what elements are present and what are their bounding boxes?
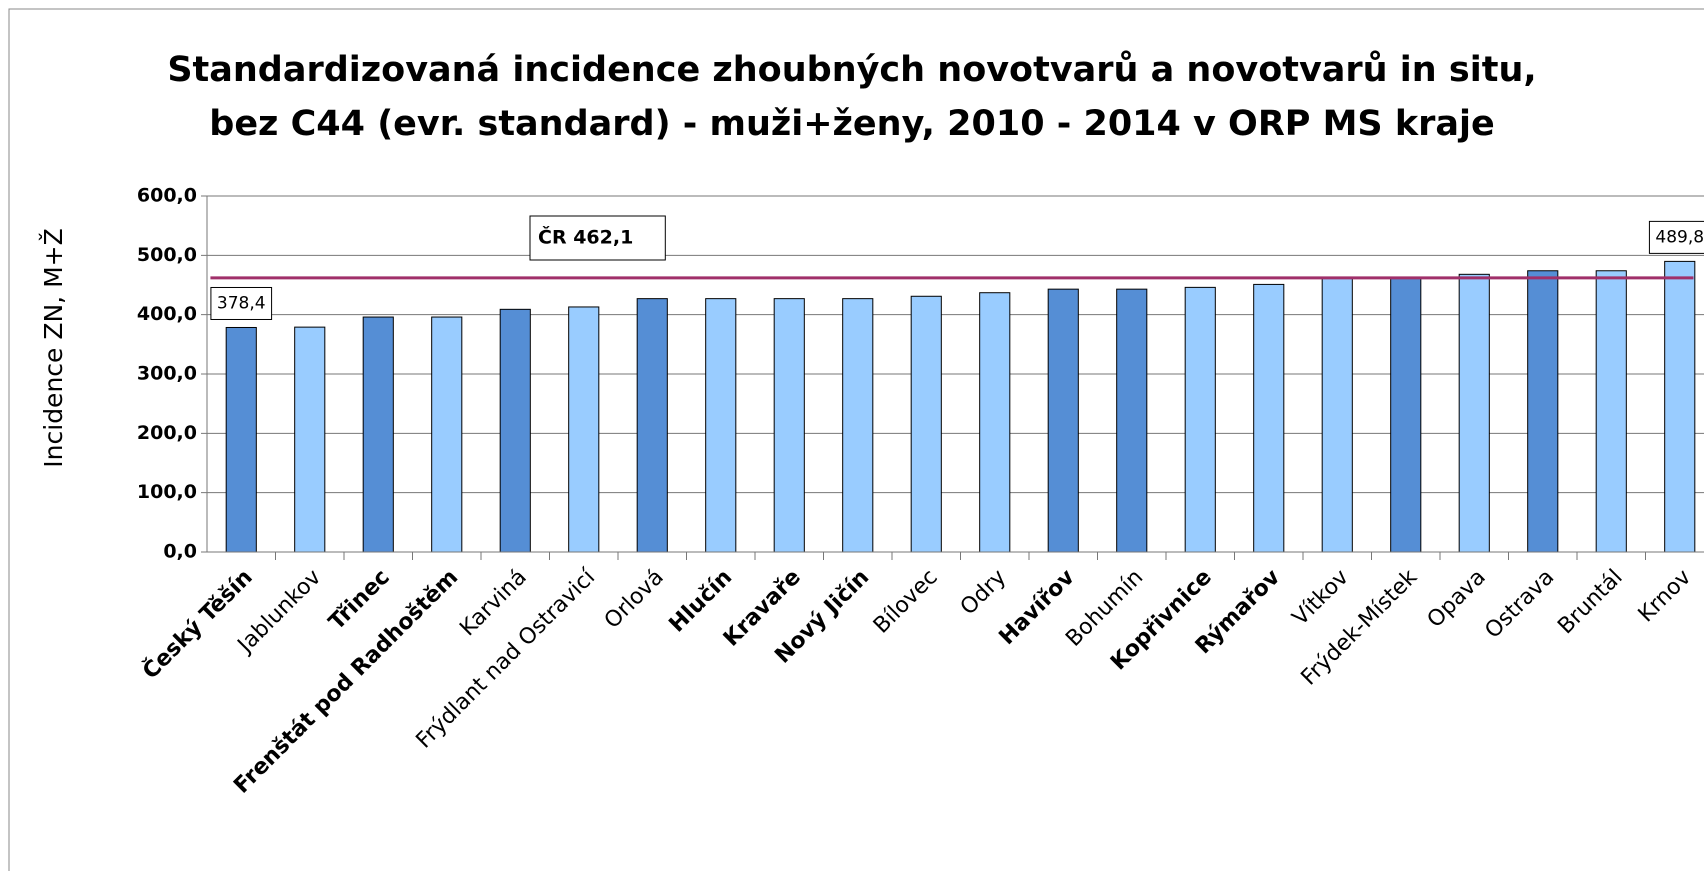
bar <box>1527 270 1559 553</box>
data-label-box <box>1648 220 1704 254</box>
bar <box>568 306 600 553</box>
bar <box>1253 283 1285 553</box>
y-tick-label: 600,0 <box>137 185 197 207</box>
y-tick-label: 500,0 <box>137 244 197 266</box>
data-label: 489,8 <box>1655 227 1704 247</box>
bar <box>1047 288 1079 553</box>
chart-title: bez C44 (evr. standard) - muži+ženy, 201… <box>209 104 1494 144</box>
data-label-box <box>210 286 273 320</box>
bar <box>225 326 257 553</box>
data-label: 378,4 <box>217 293 266 313</box>
bar <box>1321 277 1353 553</box>
y-axis-label: Incidence ZN, M+Ž <box>39 228 68 467</box>
bar <box>842 298 874 553</box>
reference-label: ČR 462,1 <box>538 225 633 249</box>
bar <box>1664 260 1696 553</box>
y-tick-label: 400,0 <box>137 303 197 325</box>
bar <box>773 298 805 553</box>
y-tick-label: 300,0 <box>137 363 197 385</box>
bar <box>431 316 463 553</box>
y-tick-label: 0,0 <box>163 541 197 563</box>
bar <box>1390 276 1422 553</box>
bar <box>1458 273 1490 553</box>
bar <box>910 295 942 553</box>
y-tick-label: 100,0 <box>137 481 197 503</box>
bar <box>705 298 737 553</box>
bar <box>499 308 531 553</box>
bar <box>979 292 1011 553</box>
bar <box>294 326 326 553</box>
bar <box>1184 286 1216 553</box>
bar <box>1116 288 1148 553</box>
chart-title: Standardizovaná incidence zhoubných novo… <box>167 49 1536 90</box>
bar <box>1595 270 1627 553</box>
reference-label-box <box>529 215 666 261</box>
bar <box>362 316 394 553</box>
y-tick-label: 200,0 <box>137 422 197 444</box>
bar <box>636 298 668 553</box>
